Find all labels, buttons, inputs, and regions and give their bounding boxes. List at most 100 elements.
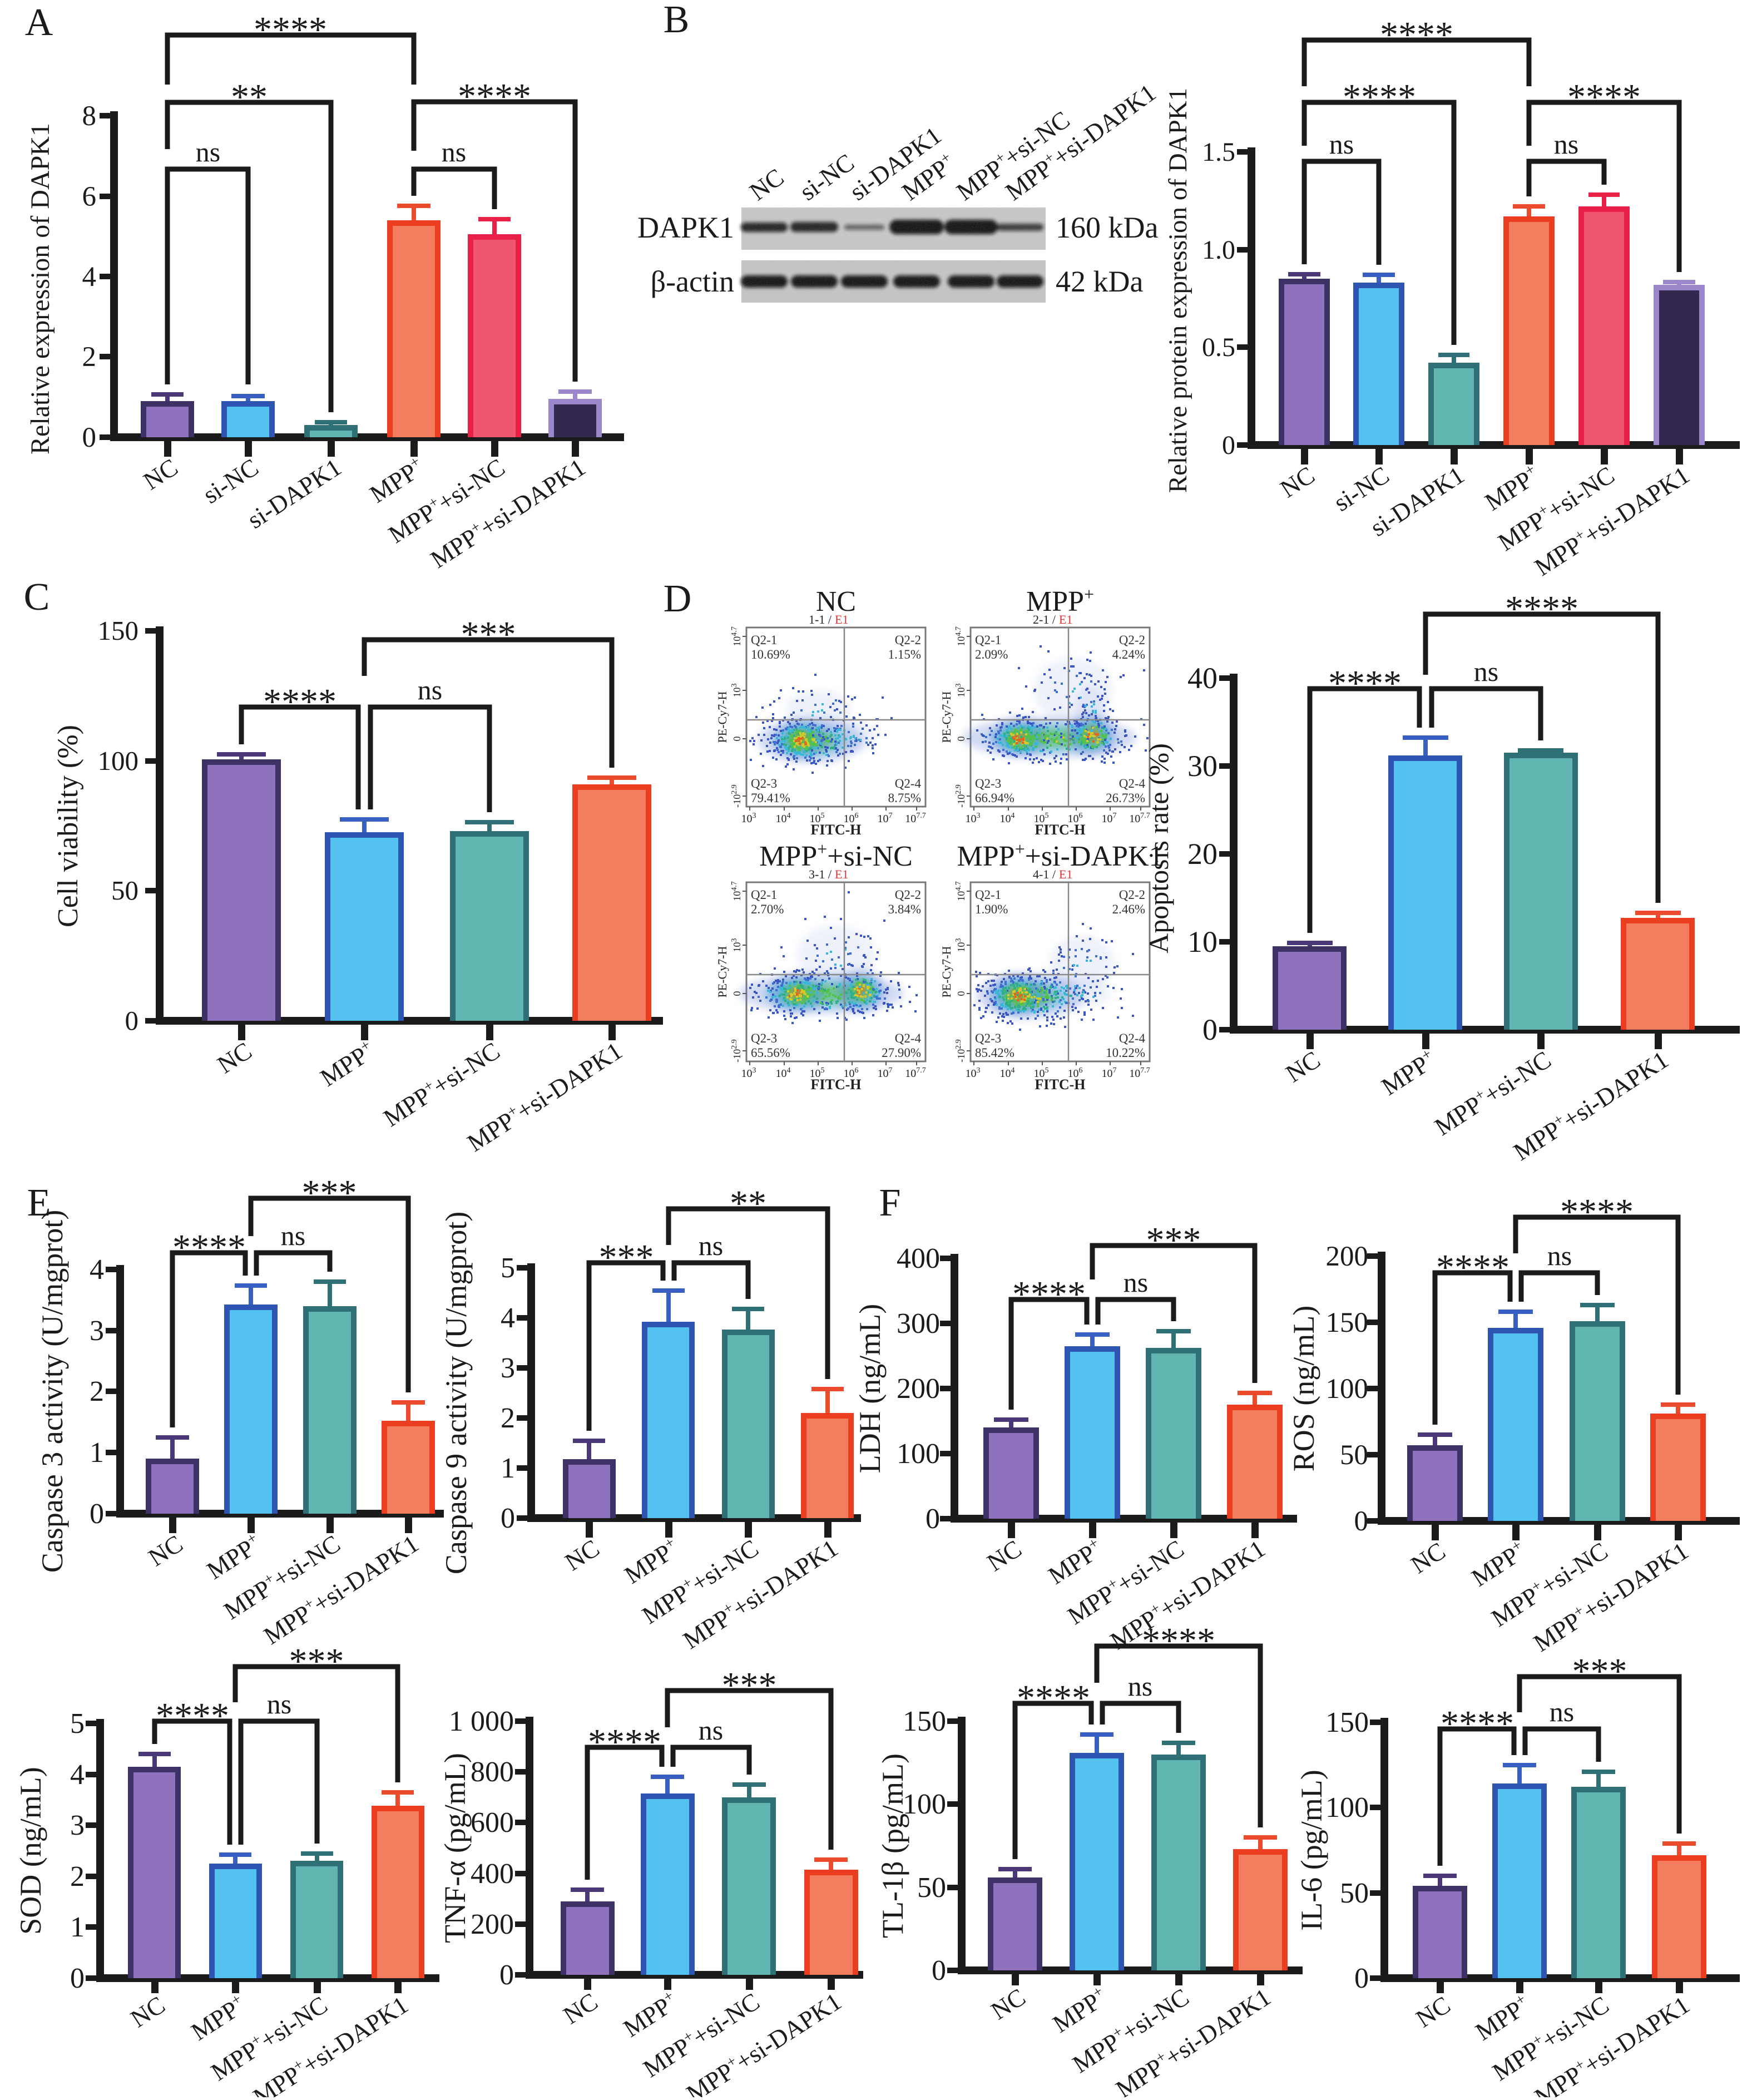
svg-text:50: 50 [1340, 1440, 1368, 1471]
svg-text:2-1 /: 2-1 / [1033, 612, 1056, 626]
svg-text:3-1 /: 3-1 / [809, 867, 832, 881]
svg-text:***: *** [599, 1237, 654, 1278]
svg-text:Relative protein expression of: Relative protein expression of DAPK1 [1164, 88, 1192, 493]
svg-text:ns: ns [1550, 1696, 1574, 1727]
svg-text:***: *** [289, 1641, 344, 1682]
svg-text:800: 800 [471, 1756, 514, 1788]
svg-text:26.73%: 26.73% [1106, 791, 1145, 805]
svg-text:100: 100 [903, 1788, 946, 1820]
svg-text:ns: ns [699, 1230, 723, 1261]
svg-text:***: *** [1572, 1651, 1627, 1692]
svg-text:65.56%: 65.56% [751, 1046, 790, 1060]
svg-text:150: 150 [1326, 1307, 1369, 1338]
svg-text:ns: ns [699, 1714, 723, 1746]
svg-text:8: 8 [82, 101, 97, 132]
svg-text:Q2-3: Q2-3 [751, 777, 777, 790]
svg-text:LDH (ng/mL): LDH (ng/mL) [853, 1304, 887, 1473]
svg-text:2.46%: 2.46% [1112, 902, 1145, 916]
svg-text:****: **** [254, 9, 327, 50]
svg-text:107.7: 107.7 [905, 812, 926, 825]
svg-text:****: **** [588, 1722, 661, 1762]
svg-text:1-1 /: 1-1 / [809, 612, 832, 626]
svg-text:PE-Cy7-H: PE-Cy7-H [715, 946, 729, 997]
svg-text:40: 40 [1187, 661, 1218, 695]
svg-text:PE-Cy7-H: PE-Cy7-H [939, 946, 953, 997]
svg-text:Relative expression of DAPK1: Relative expression of DAPK1 [26, 123, 55, 454]
svg-text:***: *** [722, 1665, 777, 1706]
svg-text:85.42%: 85.42% [975, 1046, 1014, 1060]
svg-text:79.41%: 79.41% [751, 791, 790, 805]
svg-text:3: 3 [501, 1352, 515, 1384]
svg-text:20: 20 [1187, 837, 1218, 871]
svg-text:****: **** [1328, 663, 1402, 704]
svg-text:50: 50 [111, 875, 138, 906]
svg-text:27.90%: 27.90% [882, 1046, 921, 1060]
svg-text:0: 0 [1354, 1963, 1369, 1994]
svg-text:2.09%: 2.09% [975, 648, 1008, 661]
svg-text:ns: ns [267, 1688, 291, 1719]
svg-text:ns: ns [1128, 1671, 1152, 1702]
svg-text:0: 0 [956, 991, 967, 996]
svg-text:Q2-4: Q2-4 [895, 1031, 922, 1045]
svg-text:***: *** [461, 614, 516, 655]
svg-text:Q2-1: Q2-1 [751, 888, 777, 902]
svg-text:MPP++si-NC: MPP++si-NC [759, 839, 913, 872]
svg-text:****: **** [263, 681, 336, 722]
svg-text:E1: E1 [1059, 612, 1072, 626]
svg-text:1.5: 1.5 [1202, 137, 1235, 167]
svg-text:B: B [664, 0, 690, 41]
svg-text:2: 2 [90, 1376, 104, 1407]
svg-text:50: 50 [917, 1872, 946, 1904]
svg-text:Caspase 3 activity (U/mgprot): Caspase 3 activity (U/mgprot) [36, 1210, 69, 1573]
svg-text:PE-Cy7-H: PE-Cy7-H [939, 691, 953, 743]
svg-text:300: 300 [897, 1308, 940, 1340]
svg-text:β-actin: β-actin [651, 265, 734, 298]
svg-text:****: **** [172, 1227, 246, 1268]
svg-text:100: 100 [98, 745, 139, 776]
svg-text:Caspase 9 activity (U/mgprot): Caspase 9 activity (U/mgprot) [439, 1212, 473, 1574]
svg-text:3.84%: 3.84% [888, 902, 921, 916]
svg-text:400: 400 [471, 1858, 514, 1890]
svg-text:0: 0 [70, 1963, 85, 1994]
svg-text:ns: ns [281, 1220, 305, 1251]
svg-text:ns: ns [418, 674, 442, 705]
svg-text:0.5: 0.5 [1202, 333, 1235, 362]
svg-text:ns: ns [196, 136, 220, 167]
svg-text:E: E [27, 1182, 51, 1224]
svg-text:0: 0 [932, 1955, 946, 1987]
svg-text:0: 0 [90, 1498, 104, 1530]
svg-text:0: 0 [731, 991, 743, 996]
svg-text:Q2-2: Q2-2 [1119, 633, 1145, 647]
svg-text:****: **** [1343, 77, 1416, 117]
svg-text:Q2-2: Q2-2 [895, 633, 921, 647]
svg-text:Q2-2: Q2-2 [1119, 888, 1145, 902]
svg-text:****: **** [1017, 1678, 1090, 1718]
svg-text:A: A [25, 1, 53, 44]
svg-text:ns: ns [1554, 129, 1578, 160]
svg-text:**: ** [231, 77, 268, 117]
svg-text:E1: E1 [835, 867, 848, 881]
svg-text:2.70%: 2.70% [751, 902, 784, 916]
svg-text:FITC-H: FITC-H [1035, 1076, 1086, 1093]
svg-text:****: **** [1142, 1620, 1215, 1661]
svg-text:5: 5 [70, 1708, 85, 1740]
svg-text:TNF-α (pg/mL): TNF-α (pg/mL) [438, 1753, 472, 1943]
svg-text:MPP++si-DAPK1: MPP++si-DAPK1 [957, 839, 1163, 872]
svg-text:****: **** [1012, 1274, 1086, 1315]
svg-text:ROS (ng/mL): ROS (ng/mL) [1287, 1306, 1320, 1472]
svg-text:1 000: 1 000 [449, 1706, 514, 1737]
svg-text:NC: NC [816, 586, 856, 617]
svg-text:3: 3 [90, 1315, 104, 1347]
svg-text:Q2-4: Q2-4 [1119, 1031, 1146, 1045]
svg-text:5: 5 [501, 1252, 515, 1284]
svg-text:4: 4 [501, 1302, 515, 1334]
svg-text:4: 4 [82, 261, 97, 293]
svg-text:****: **** [1380, 14, 1453, 55]
svg-text:TL-1β (pg/mL): TL-1β (pg/mL) [876, 1753, 909, 1938]
svg-text:10.69%: 10.69% [751, 648, 790, 661]
svg-text:0: 0 [125, 1005, 139, 1036]
svg-text:C: C [24, 576, 50, 619]
svg-text:PE-Cy7-H: PE-Cy7-H [715, 691, 729, 743]
svg-text:ns: ns [1474, 656, 1498, 687]
svg-text:10.22%: 10.22% [1106, 1046, 1145, 1060]
